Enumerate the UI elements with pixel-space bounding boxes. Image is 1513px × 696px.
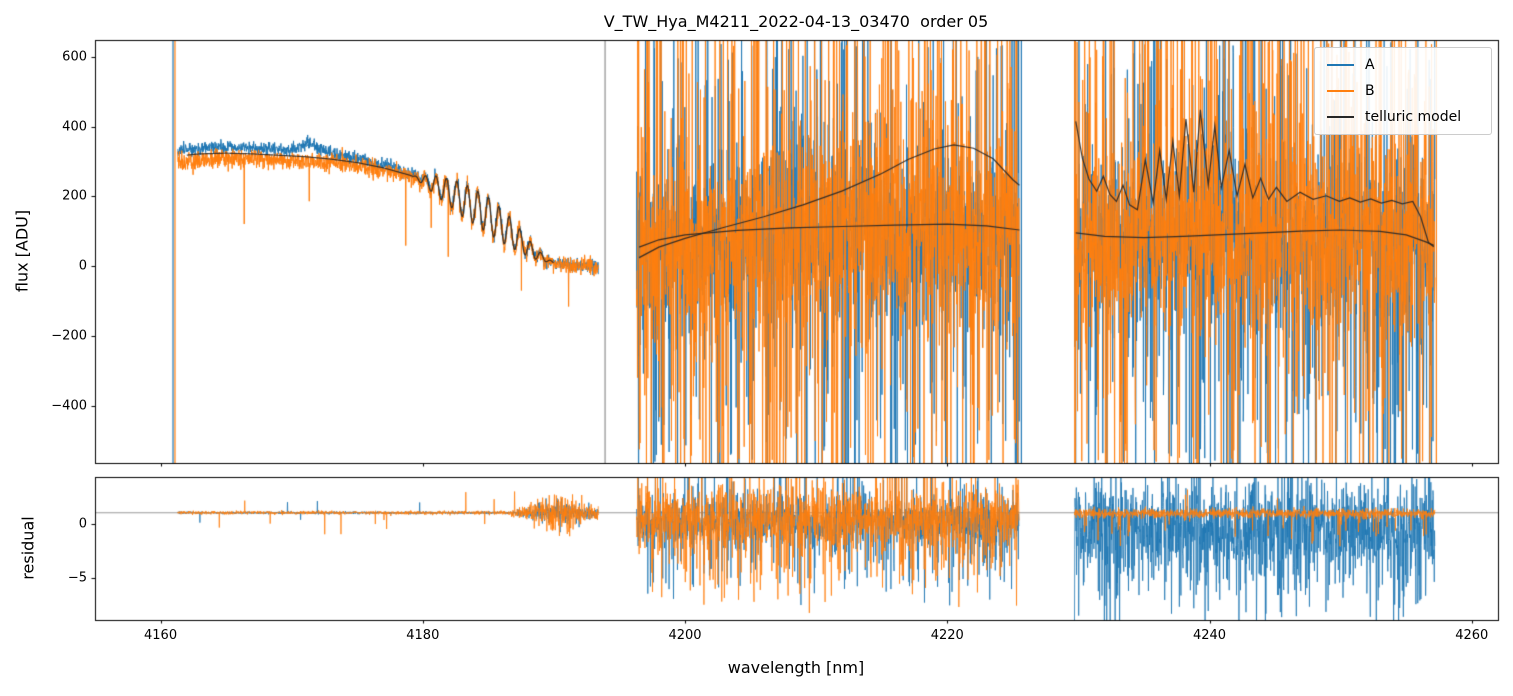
legend-entry-b: B (1327, 83, 1479, 99)
x-tick-label: 4260 (1455, 628, 1489, 643)
plot-title: V_TW_Hya_M4211_2022-04-13_03470 order 05 (603, 12, 989, 31)
residual-y-tick-label: −5 (67, 570, 87, 586)
flux-y-tick-label: 200 (62, 188, 87, 204)
residual-y-axis-label: residual (18, 516, 38, 580)
x-axis-label: wavelength [nm] (727, 658, 865, 677)
legend-label-a: A (1365, 57, 1375, 73)
flux-y-tick-label: 0 (78, 258, 87, 274)
flux-y-axis-label: flux [ADU] (12, 209, 32, 293)
legend-line-b-icon (1327, 90, 1354, 92)
legend-line-telluric-icon (1327, 116, 1354, 118)
legend: A B telluric model (1314, 47, 1492, 135)
legend-line-a-icon (1327, 64, 1354, 66)
x-tick-label: 4160 (144, 628, 178, 643)
x-tick-label: 4240 (1192, 628, 1227, 643)
legend-entry-a: A (1327, 57, 1479, 73)
x-tick-label: 4180 (406, 628, 440, 643)
legend-entry-telluric-model: telluric model (1327, 109, 1479, 125)
legend-label-b: B (1365, 83, 1375, 99)
residual-y-tick-label: 0 (78, 516, 87, 532)
flux-y-tick-label: −200 (51, 328, 87, 344)
flux-y-tick-label: 600 (62, 49, 87, 65)
x-tick-label: 4200 (668, 628, 702, 643)
flux-y-tick-label: 400 (62, 119, 87, 135)
legend-label-telluric: telluric model (1365, 109, 1462, 125)
flux-y-tick-label: −400 (51, 398, 87, 414)
x-tick-label: 4220 (930, 628, 964, 643)
